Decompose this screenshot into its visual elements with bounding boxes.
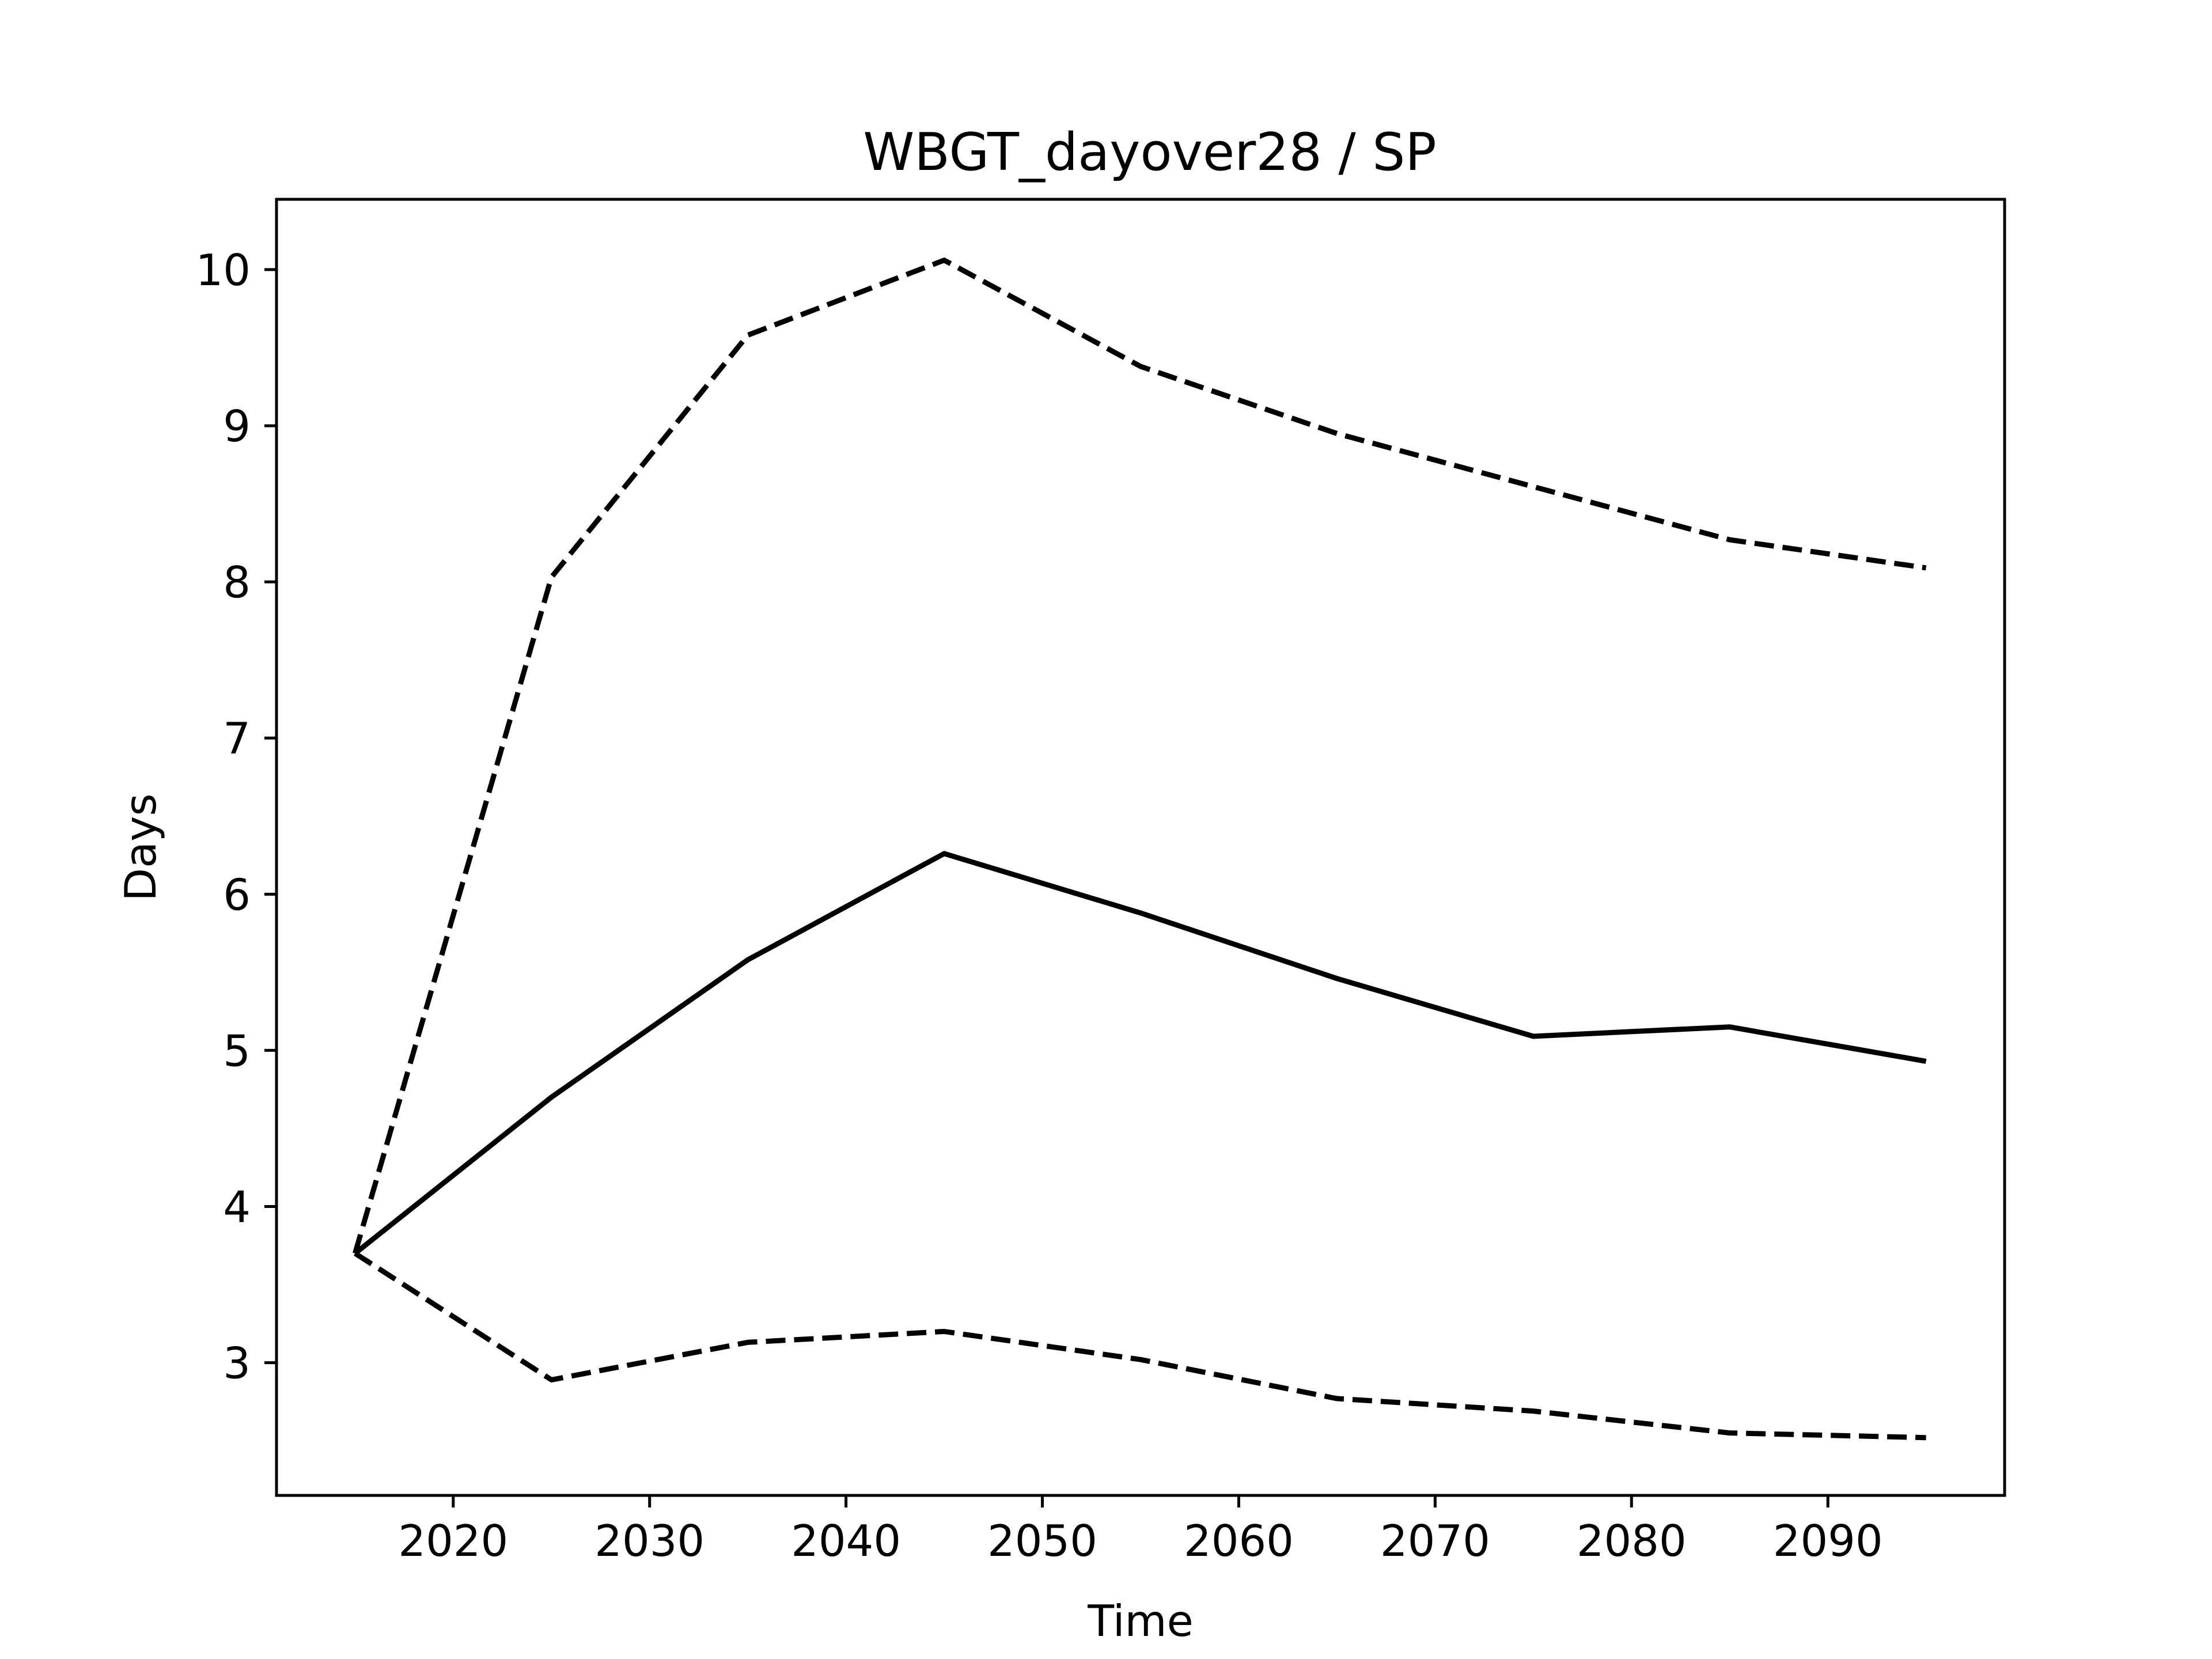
x-tick-label: 2030 (594, 1516, 704, 1566)
y-axis-label: Days (115, 793, 166, 901)
series-line-3 (353, 1251, 1926, 1441)
x-tick-label: 2070 (1380, 1516, 1490, 1566)
y-axis: 3 4 5 6 7 8 9 10 (196, 245, 276, 1389)
y-tick-label: 6 (223, 869, 251, 920)
x-axis-label: Time (1087, 1596, 1194, 1646)
series-line-2 (353, 851, 1927, 1256)
series-line-1 (353, 257, 1927, 1255)
x-axis: 2020 2030 2040 2050 2060 2070 2080 2090 (398, 1495, 1883, 1566)
x-tick-label: 2090 (1773, 1516, 1883, 1566)
chart-title: WBGT_dayover28 / SP (863, 122, 1436, 183)
y-tick-label: 3 (223, 1338, 251, 1389)
x-tick-label: 2050 (987, 1516, 1097, 1566)
y-tick-label: 8 (223, 557, 251, 608)
x-tick-label: 2060 (1184, 1516, 1294, 1566)
x-tick-label: 2020 (398, 1516, 508, 1566)
y-tick-label: 4 (223, 1181, 251, 1232)
y-tick-label: 9 (223, 401, 251, 452)
y-tick-label: 10 (196, 245, 251, 296)
x-tick-label: 2040 (791, 1516, 901, 1566)
y-tick-label: 7 (223, 713, 251, 764)
y-tick-label: 5 (223, 1025, 251, 1076)
x-tick-label: 2080 (1577, 1516, 1687, 1566)
series-layer (353, 257, 1927, 1441)
plot-frame (275, 198, 2006, 1497)
